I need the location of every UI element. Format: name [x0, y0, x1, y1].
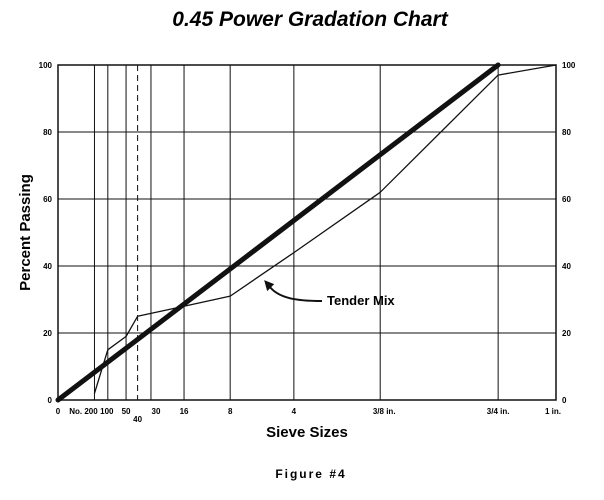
x-tick-0: 0: [56, 407, 61, 416]
y-tick-right-40: 40: [562, 262, 571, 271]
y-tick-right-100: 100: [562, 61, 576, 70]
annotation-label: Tender Mix: [327, 293, 395, 308]
chart-title: 0.45 Power Gradation Chart: [172, 8, 448, 31]
x-tick-3-4-in-: 3/4 in.: [487, 407, 510, 416]
tender-mix-line: [93, 64, 557, 394]
x-tick-16: 16: [180, 407, 189, 416]
annotation-arrowhead: [264, 280, 275, 292]
x-tick-40: 40: [133, 415, 142, 424]
y-tick-left-20: 20: [43, 329, 52, 338]
x-tick-50: 50: [122, 407, 131, 416]
x-axis-label: Sieve Sizes: [266, 424, 348, 441]
annotation-arrow: [268, 285, 323, 302]
x-tick-4: 4: [292, 407, 297, 416]
y-tick-left-60: 60: [43, 195, 52, 204]
horizontal-gridlines: [58, 64, 556, 401]
vertical-gridlines: [93, 65, 499, 400]
figure-caption: Figure #4: [275, 467, 346, 481]
x-tick-1-in-: 1 in.: [545, 407, 561, 416]
x-tick-3-8-in-: 3/8 in.: [373, 407, 396, 416]
tender-mix-annotation: Tender Mix: [264, 280, 395, 308]
x-tick-8: 8: [228, 407, 233, 416]
x-tick-no-200: No. 200: [69, 407, 98, 416]
maximum-density-line: [55, 62, 501, 403]
y-tick-left-0: 0: [48, 396, 53, 405]
y-axis-label: Percent Passing: [17, 174, 34, 291]
series-layer: [55, 62, 557, 403]
x-tick-100: 100: [100, 407, 114, 416]
y-tick-left-100: 100: [39, 61, 53, 70]
y-tick-right-60: 60: [562, 195, 571, 204]
y-tick-right-80: 80: [562, 128, 571, 137]
y-axis-right-ticks: 0 20 40 60 80 100: [562, 61, 576, 405]
y-axis-left-ticks: 0 20 40 60 80 100: [39, 61, 53, 405]
x-tick-30: 30: [152, 407, 161, 416]
y-tick-right-20: 20: [562, 329, 571, 338]
y-tick-left-40: 40: [43, 262, 52, 271]
y-tick-right-0: 0: [562, 396, 567, 405]
y-tick-left-80: 80: [43, 128, 52, 137]
plot-frame: [57, 64, 557, 401]
